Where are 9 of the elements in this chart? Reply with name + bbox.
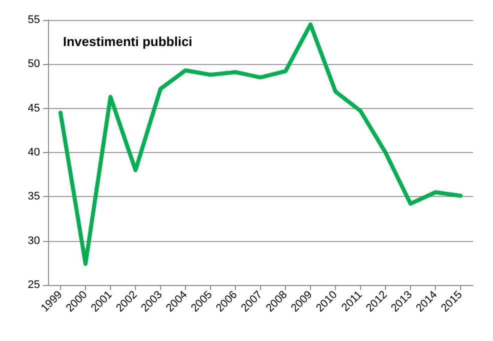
y-tick-label: 50 — [28, 58, 40, 70]
y-tick-label: 40 — [28, 146, 40, 158]
text: Investimenti pubblici — [63, 34, 192, 49]
y-tick-label: 55 — [28, 14, 40, 26]
line-series — [58, 22, 462, 266]
y-tick-label: 30 — [28, 234, 40, 247]
y-tick-label: 25 — [28, 279, 40, 291]
y-tick-label: 45 — [28, 102, 40, 114]
y-tick-label: 35 — [28, 190, 40, 203]
